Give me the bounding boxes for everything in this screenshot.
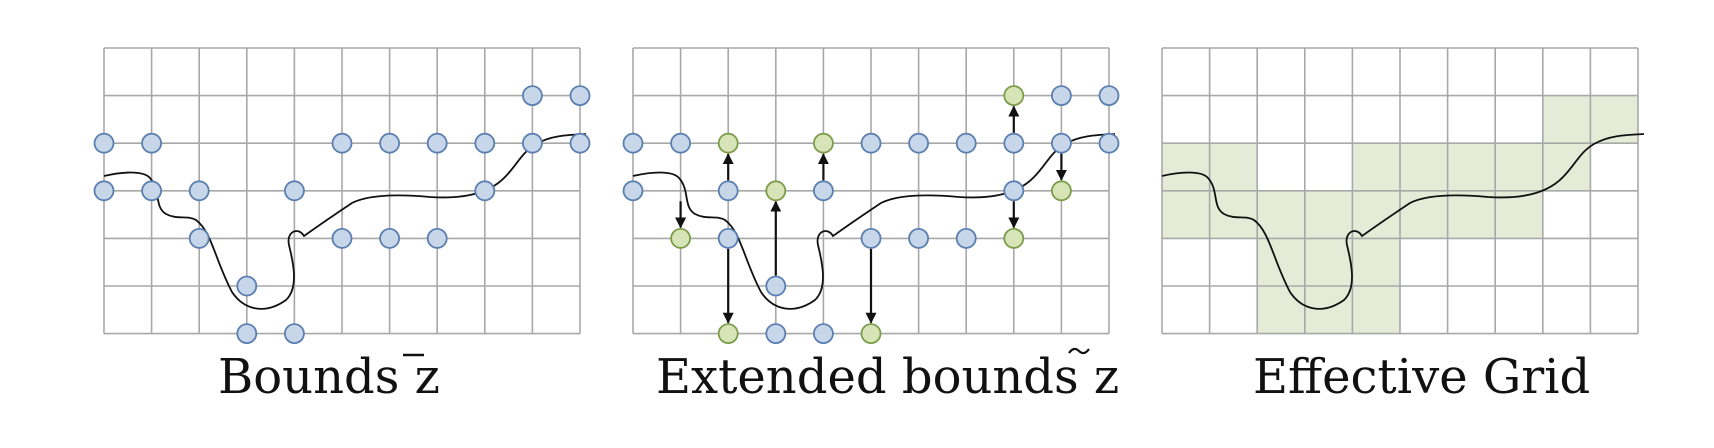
panel-extended-bounds-curve	[632, 133, 1116, 310]
bound-node	[141, 132, 163, 154]
effective-cell	[1209, 190, 1258, 239]
bound-node	[236, 275, 258, 297]
panel-bounds-grid	[103, 47, 581, 335]
tilde-accent	[1068, 347, 1090, 355]
bound-node	[379, 227, 401, 249]
bound-node	[1098, 132, 1120, 154]
bound-node	[93, 180, 115, 202]
extended-node	[717, 132, 739, 154]
bound-node	[1051, 132, 1072, 154]
bound-node	[283, 323, 305, 345]
bound-node	[474, 132, 496, 154]
effective-cell	[1352, 286, 1400, 334]
bound-node	[813, 180, 834, 202]
panel-bounds: Bounds z	[93, 47, 591, 405]
effective-cell	[1352, 238, 1400, 286]
bound-node	[1003, 180, 1025, 202]
bound-node	[522, 85, 543, 106]
effective-cell	[1400, 143, 1448, 191]
panel-effective-grid-curve	[1161, 133, 1645, 310]
effective-cell	[1352, 143, 1400, 191]
panel-effective-grid-grid	[1161, 47, 1639, 335]
bound-node	[426, 227, 448, 249]
bound-node	[955, 132, 977, 154]
effective-cell	[1542, 143, 1591, 191]
bound-node	[188, 227, 210, 249]
effective-cell	[1162, 190, 1210, 239]
bound-node	[1098, 85, 1120, 106]
bound-node	[622, 180, 644, 202]
extended-node	[1003, 227, 1025, 249]
extended-node	[860, 323, 882, 345]
effective-cell	[1304, 238, 1353, 286]
bound-node	[670, 132, 691, 154]
effective-cell	[1257, 286, 1305, 334]
bound-node	[331, 227, 353, 249]
panel-effective-grid-caption-text: Effective Grid	[1253, 349, 1590, 405]
effective-cell	[1495, 143, 1543, 191]
panel-effective-grid: Effective Grid	[1161, 47, 1645, 405]
bound-node	[860, 227, 882, 249]
bound-node	[1051, 85, 1072, 106]
effective-cell	[1542, 95, 1591, 144]
extended-node	[1003, 85, 1025, 106]
bound-node	[908, 227, 929, 249]
effective-cell	[1304, 190, 1353, 239]
panel-bounds-curve	[103, 133, 587, 310]
effective-cell	[1162, 143, 1210, 191]
extended-node	[1051, 180, 1072, 202]
bound-node	[569, 85, 591, 106]
bound-node	[236, 323, 258, 345]
bound-node	[93, 132, 115, 154]
panel-bounds-caption-text: Bounds z	[218, 349, 440, 405]
effective-cell	[1495, 190, 1543, 239]
panel-extended-bounds: Extended bounds z	[622, 47, 1120, 405]
extended-node	[765, 180, 787, 202]
bound-node	[426, 132, 448, 154]
panel-bounds-nodes	[93, 85, 591, 345]
panel-extended-bounds-arrows	[675, 105, 1067, 324]
panel-extended-bounds-caption-text: Extended bounds z	[656, 349, 1119, 405]
bound-node	[908, 132, 929, 154]
bound-node	[622, 132, 644, 154]
bound-node	[955, 227, 977, 249]
effective-cell	[1447, 190, 1496, 239]
bound-node	[765, 323, 787, 345]
bound-node	[379, 132, 401, 154]
effective-cell	[1257, 238, 1305, 286]
extended-node	[670, 227, 691, 249]
bound-node	[474, 180, 496, 202]
effective-cell	[1447, 143, 1496, 191]
extended-node	[717, 323, 739, 345]
bound-node	[522, 132, 543, 154]
effective-cell	[1304, 286, 1353, 334]
effective-cell	[1257, 190, 1305, 239]
panel-effective-grid-cells	[1162, 95, 1638, 334]
bound-node	[860, 132, 882, 154]
bound-node	[569, 132, 591, 154]
panel-extended-bounds-nodes	[622, 85, 1120, 345]
bound-node	[331, 132, 353, 154]
bound-node	[813, 323, 834, 345]
bound-node	[717, 227, 739, 249]
bound-node	[283, 180, 305, 202]
effective-cell	[1209, 143, 1258, 191]
panel-bounds-caption: Bounds z	[218, 349, 440, 405]
bound-node	[188, 180, 210, 202]
bound-node	[1003, 132, 1025, 154]
extended-node	[813, 132, 834, 154]
panel-extended-bounds-caption: Extended bounds z	[656, 347, 1119, 405]
bound-node	[765, 275, 787, 297]
bound-node	[141, 180, 163, 202]
bound-node	[717, 180, 739, 202]
